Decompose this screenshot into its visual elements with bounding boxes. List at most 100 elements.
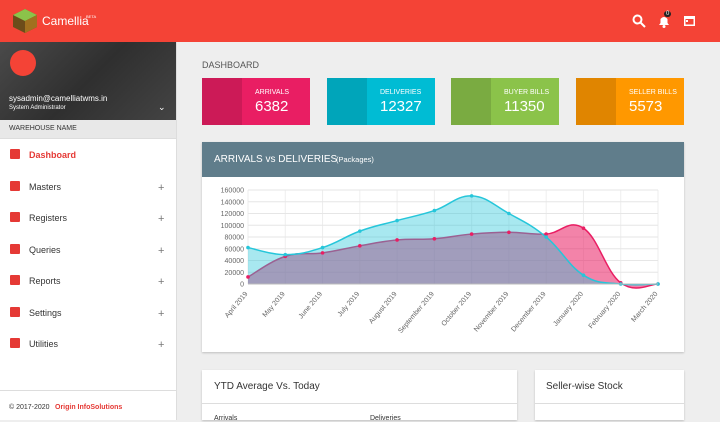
point: [469, 232, 474, 236]
y-tick-label: 60000: [225, 246, 245, 253]
point: [432, 236, 437, 241]
menu-icon: [10, 212, 20, 222]
card-value: 6382: [255, 98, 289, 115]
panel-title: Seller-wise Stock: [546, 381, 623, 392]
point: [544, 235, 548, 239]
point: [395, 238, 399, 242]
menu-item[interactable]: Registers +: [0, 203, 176, 234]
menu-item[interactable]: Queries +: [0, 235, 176, 266]
line: [247, 195, 659, 286]
y-tick-label: 40000: [225, 258, 245, 265]
x-tick-label: August 2019: [368, 291, 399, 326]
chart: 0 20000 40000 60000 80000 100000 120000 140000 1…: [221, 188, 660, 335]
point: [320, 251, 325, 255]
menu-label: Masters: [29, 181, 62, 192]
point: [507, 211, 511, 216]
search-icon[interactable]: [632, 14, 646, 28]
top-bar: Camellia BETA 0: [0, 0, 720, 42]
card-label: BUYER BILLS: [504, 89, 550, 96]
point: [581, 273, 586, 277]
brand: Camellia: [42, 14, 89, 28]
expand-icon: +: [158, 244, 165, 257]
point: [581, 226, 586, 230]
y-tick-label: 20000: [225, 270, 245, 277]
chart-title: ARRIVALS vs DELIVERIES: [214, 154, 338, 165]
point: [283, 252, 288, 257]
profile: sysadmin@camelliatwms.in System Administ…: [0, 42, 176, 120]
x-tick-label: May 2019: [262, 291, 287, 319]
expand-icon: +: [158, 276, 165, 288]
menu-item[interactable]: Masters +: [0, 172, 176, 203]
copyright: © 2017-2020: [9, 404, 50, 411]
point: [507, 230, 511, 235]
x-tick-label: November 2019: [473, 291, 510, 334]
menu-item[interactable]: Dashboard: [0, 140, 176, 171]
expand-icon: +: [158, 213, 165, 225]
point: [544, 232, 548, 236]
card-label: SELLER BILLS: [629, 89, 677, 96]
point: [320, 245, 325, 250]
x-tick-label: June 2019: [298, 291, 324, 321]
chart-subtitle: (Packages): [336, 155, 374, 164]
point: [395, 218, 399, 223]
point: [246, 245, 250, 250]
menu-icon: [10, 180, 20, 191]
avatar: [10, 50, 36, 76]
menu-label: Reports: [29, 276, 61, 286]
user-role: System Administrator: [9, 105, 66, 111]
card-label: DELIVERIES: [380, 89, 422, 96]
point: [358, 244, 362, 248]
warehouse-name: WAREHOUSE NAME: [9, 125, 77, 132]
menu-item[interactable]: Reports +: [0, 266, 176, 297]
x-tick-label: September 2019: [397, 291, 436, 335]
line: [247, 224, 659, 289]
y-tick-label: 80000: [225, 235, 245, 242]
chart-panel: ARRIVALS vs DELIVERIES (Packages) 0 20000…: [202, 142, 684, 352]
card-icon: [202, 78, 242, 125]
stat-card: DELIVERIES 12327: [327, 78, 435, 125]
menu-label: Settings: [29, 307, 62, 318]
bell-icon[interactable]: [657, 14, 671, 28]
area: [248, 195, 658, 285]
menu-icon: [10, 275, 20, 285]
y-tick-label: 120000: [221, 211, 244, 218]
footer: © 2017-2020 Origin InfoSolutions: [0, 390, 176, 421]
point: [656, 282, 660, 286]
card-value: 5573: [629, 98, 663, 115]
y-tick-label: 100000: [221, 223, 244, 230]
calendar-icon[interactable]: [683, 14, 696, 27]
column-label: Arrivals: [214, 415, 238, 422]
menu-item[interactable]: Settings +: [0, 298, 176, 329]
y-tick-label: 160000: [221, 188, 244, 195]
card-icon: [576, 78, 616, 125]
point: [469, 194, 474, 198]
expand-icon: +: [158, 339, 165, 351]
card-value: 12327: [380, 98, 422, 115]
profile-toggle[interactable]: ⌄: [158, 102, 166, 112]
menu-item[interactable]: Utilities +: [0, 329, 176, 360]
divider: [202, 403, 517, 404]
menu-icon: [10, 149, 20, 159]
y-tick-label: 0: [240, 282, 244, 289]
area: [248, 224, 658, 289]
card-icon: [451, 78, 491, 125]
stat-card: BUYER BILLS 11350: [451, 78, 559, 125]
page-title: DASHBOARD: [202, 60, 260, 70]
y-tick-label: 140000: [221, 199, 244, 206]
x-tick-label: December 2019: [510, 291, 547, 334]
menu-icon: [10, 338, 20, 348]
logo: [13, 9, 37, 33]
card-icon: [327, 78, 367, 125]
x-tick-label: March 2020: [630, 291, 659, 324]
sidebar: sysadmin@camelliatwms.in System Administ…: [0, 42, 177, 420]
stat-card: ARRIVALS 6382: [202, 78, 310, 125]
x-tick-label: April 2019: [224, 291, 250, 320]
ytd-panel: YTD Average Vs. Today Arrivals Deliverie…: [202, 370, 517, 422]
card-value: 11350: [504, 98, 545, 115]
card-label: ARRIVALS: [255, 89, 290, 96]
menu-label: Dashboard: [29, 150, 77, 160]
menu-label: Utilities: [29, 339, 59, 349]
chart-header: ARRIVALS vs DELIVERIES (Packages): [202, 142, 684, 177]
beta-badge: BETA: [86, 14, 97, 19]
